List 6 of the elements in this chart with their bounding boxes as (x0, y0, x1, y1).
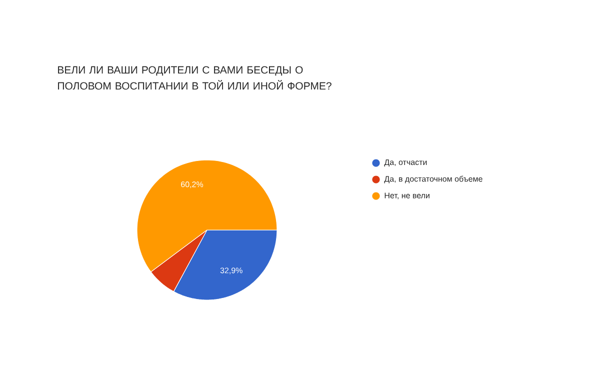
chart-title: ВЕЛИ ЛИ ВАШИ РОДИТЕЛИ С ВАМИ БЕСЕДЫ О ПОЛОВОМ ВОСПИТАНИИ В ТОЙ ИЛИ ИНОЙ ФОРМЕ? (58, 66, 332, 90)
legend-label: Нет, не вели (384, 192, 430, 200)
legend-label: Да, в достаточном объеме (384, 176, 482, 184)
legend-label: Да, отчасти (384, 159, 427, 167)
data-label: 60,2% (181, 182, 204, 188)
data-label: 32,9% (220, 268, 242, 274)
